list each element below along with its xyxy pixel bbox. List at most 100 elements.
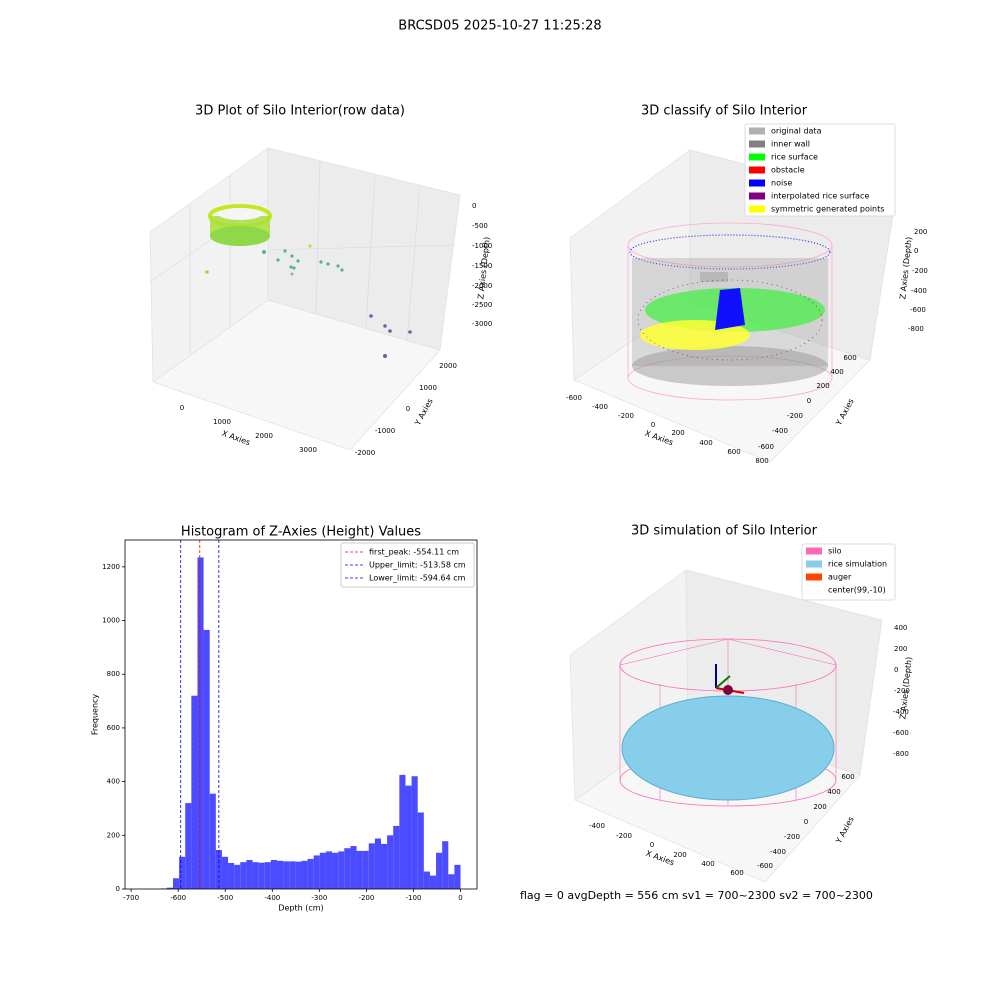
z-tick-label: -2000 (472, 282, 492, 290)
z-tick-label: 200 (894, 645, 907, 653)
bar (215, 850, 222, 889)
bar (166, 887, 173, 889)
legend-label: Lower_limit: -594.64 cm (369, 574, 466, 583)
x-tick-label: -300 (311, 894, 327, 902)
y-tick-label: 800 (107, 670, 120, 678)
figure-title: BRCSD05 2025-10-27 11:25:28 (398, 19, 601, 34)
bar (399, 774, 406, 889)
x-tick-label: 600 (730, 869, 743, 877)
panel-1-points (205, 204, 412, 358)
x-tick-label: -200 (616, 832, 632, 840)
y-tick-label: 400 (107, 778, 120, 786)
y-tick-label: 200 (816, 382, 829, 390)
panel-1-box (149, 147, 461, 451)
z-tick-label: -3000 (472, 320, 492, 328)
y-tick-label: -1000 (375, 427, 395, 435)
x-tick-label: 0 (650, 841, 654, 849)
legend-label: symmetric generated points (771, 205, 884, 214)
plot-frame (124, 539, 478, 890)
bar (338, 851, 345, 889)
bar (332, 852, 339, 889)
y-tick-label: 600 (841, 773, 854, 781)
z-tick-label: -1000 (472, 242, 492, 250)
bar (387, 835, 394, 889)
bar (368, 843, 375, 889)
bar (203, 629, 210, 889)
x-tick-label: -500 (217, 894, 233, 902)
bar (197, 557, 204, 889)
bar (270, 860, 277, 889)
bar (173, 878, 180, 889)
y-tick-label: -600 (757, 862, 773, 870)
bar (325, 851, 333, 889)
z-tick-label: -500 (472, 222, 488, 230)
bar (191, 695, 198, 889)
legend-label: auger (828, 573, 852, 582)
x-tick-label: -600 (566, 394, 582, 402)
legend-swatch (749, 205, 765, 213)
legend-swatch (749, 140, 765, 148)
bar (344, 848, 351, 889)
bar (264, 862, 271, 889)
bar (417, 812, 424, 889)
z-tick-label: -600 (910, 306, 926, 314)
panel-2-points (627, 222, 833, 401)
legend-box (801, 543, 896, 601)
x-tick-label: -400 (592, 403, 608, 411)
y-tick-label: 600 (843, 354, 856, 362)
bar (258, 862, 265, 889)
bar (381, 843, 388, 889)
x-tick-label: -400 (264, 894, 280, 902)
x-tick-label: 400 (699, 439, 712, 447)
bar (228, 862, 235, 889)
legend-box (744, 123, 896, 217)
bar (442, 841, 449, 889)
y-tick-label: 600 (107, 724, 120, 732)
x-tick-label: 0 (458, 894, 462, 902)
z-tick-label: 0 (894, 666, 898, 674)
x-tick-label: 800 (755, 457, 768, 465)
z-tick-label: -600 (893, 729, 909, 737)
z-tick-label: -400 (893, 708, 909, 716)
y-tick-label: -200 (784, 833, 800, 841)
z-tick-label: -400 (911, 287, 927, 295)
bar (429, 875, 437, 889)
legend-label: noise (771, 179, 792, 188)
bar (362, 850, 369, 889)
z-tick-label: 400 (894, 624, 907, 632)
legend-label: first_peak: -554.11 cm (369, 548, 459, 557)
y-tick-label: 400 (827, 788, 840, 796)
z-tick-label: -200 (894, 687, 910, 695)
legend-swatch (749, 153, 765, 161)
bar (209, 793, 216, 889)
y-tick-label: 0 (406, 405, 410, 413)
bar (356, 850, 363, 889)
bar (221, 856, 229, 889)
y-tick-label: 1000 (102, 617, 120, 625)
legend-swatch (749, 166, 765, 174)
bar (423, 871, 430, 889)
bar (277, 860, 284, 889)
bar (436, 852, 443, 889)
legend-label: rice simulation (828, 560, 887, 569)
y-tick-label: -600 (758, 443, 774, 451)
x-tick-label: -600 (170, 894, 186, 902)
legend-box (340, 542, 475, 588)
bar (350, 846, 357, 889)
bar (319, 852, 326, 889)
x-tick-label: 200 (671, 429, 684, 437)
y-tick-label: 0 (807, 397, 811, 405)
x-tick-label: -200 (618, 412, 634, 420)
z-tick-label: -800 (908, 325, 924, 333)
legend-label: silo (828, 547, 842, 556)
bar (454, 864, 461, 889)
bar (448, 874, 455, 889)
z-tick-label: -200 (912, 267, 928, 275)
bar (405, 785, 412, 889)
bar (246, 860, 253, 889)
y-tick-label: 200 (813, 803, 826, 811)
z-tick-label: 0 (472, 202, 476, 210)
legend-label: obstacle (771, 166, 805, 175)
bar (307, 858, 314, 889)
bar (289, 861, 296, 889)
